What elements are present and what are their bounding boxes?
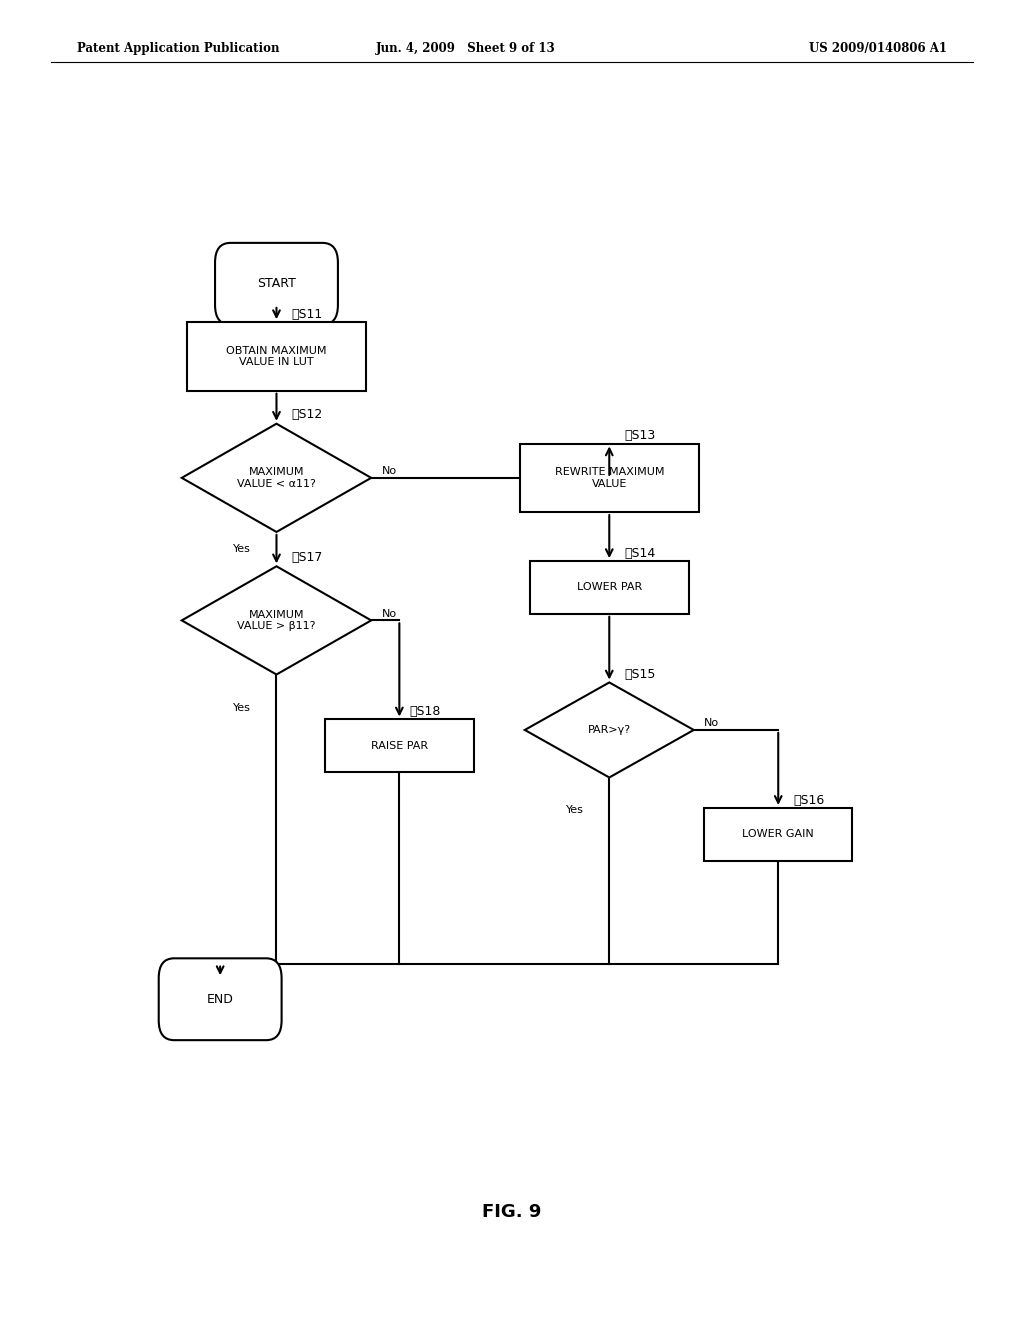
Text: Yes: Yes xyxy=(233,702,251,713)
Text: MAXIMUM
VALUE > β11?: MAXIMUM VALUE > β11? xyxy=(238,610,315,631)
Text: END: END xyxy=(207,993,233,1006)
Text: ⌢S14: ⌢S14 xyxy=(625,546,656,560)
Text: LOWER GAIN: LOWER GAIN xyxy=(742,829,814,840)
Text: ⌢S16: ⌢S16 xyxy=(794,793,825,807)
Text: ⌢S15: ⌢S15 xyxy=(625,668,656,681)
Text: ⌢S12: ⌢S12 xyxy=(292,408,324,421)
Text: ⌢S18: ⌢S18 xyxy=(410,705,441,718)
Text: RAISE PAR: RAISE PAR xyxy=(371,741,428,751)
Text: START: START xyxy=(257,277,296,290)
Text: OBTAIN MAXIMUM
VALUE IN LUT: OBTAIN MAXIMUM VALUE IN LUT xyxy=(226,346,327,367)
Text: Jun. 4, 2009   Sheet 9 of 13: Jun. 4, 2009 Sheet 9 of 13 xyxy=(376,42,556,55)
FancyBboxPatch shape xyxy=(187,322,367,391)
Text: No: No xyxy=(382,466,396,477)
Text: REWRITE MAXIMUM
VALUE: REWRITE MAXIMUM VALUE xyxy=(555,467,664,488)
FancyBboxPatch shape xyxy=(705,808,852,861)
Text: MAXIMUM
VALUE < α11?: MAXIMUM VALUE < α11? xyxy=(237,467,316,488)
Text: PAR>γ?: PAR>γ? xyxy=(588,725,631,735)
Text: No: No xyxy=(705,718,719,729)
Text: FIG. 9: FIG. 9 xyxy=(482,1203,542,1221)
Text: No: No xyxy=(382,609,396,619)
Text: ⌢S13: ⌢S13 xyxy=(625,429,656,442)
Text: Yes: Yes xyxy=(233,544,251,554)
FancyBboxPatch shape xyxy=(519,444,698,512)
FancyBboxPatch shape xyxy=(215,243,338,325)
Text: Yes: Yes xyxy=(566,805,584,816)
Text: ⌢S11: ⌢S11 xyxy=(292,308,324,321)
Text: LOWER PAR: LOWER PAR xyxy=(577,582,642,593)
Polygon shape xyxy=(182,424,372,532)
FancyBboxPatch shape xyxy=(530,561,688,614)
Text: Patent Application Publication: Patent Application Publication xyxy=(77,42,280,55)
FancyBboxPatch shape xyxy=(159,958,282,1040)
Text: US 2009/0140806 A1: US 2009/0140806 A1 xyxy=(809,42,947,55)
FancyBboxPatch shape xyxy=(326,719,473,772)
Text: ⌢S17: ⌢S17 xyxy=(292,550,324,564)
Polygon shape xyxy=(524,682,694,777)
Polygon shape xyxy=(182,566,372,675)
